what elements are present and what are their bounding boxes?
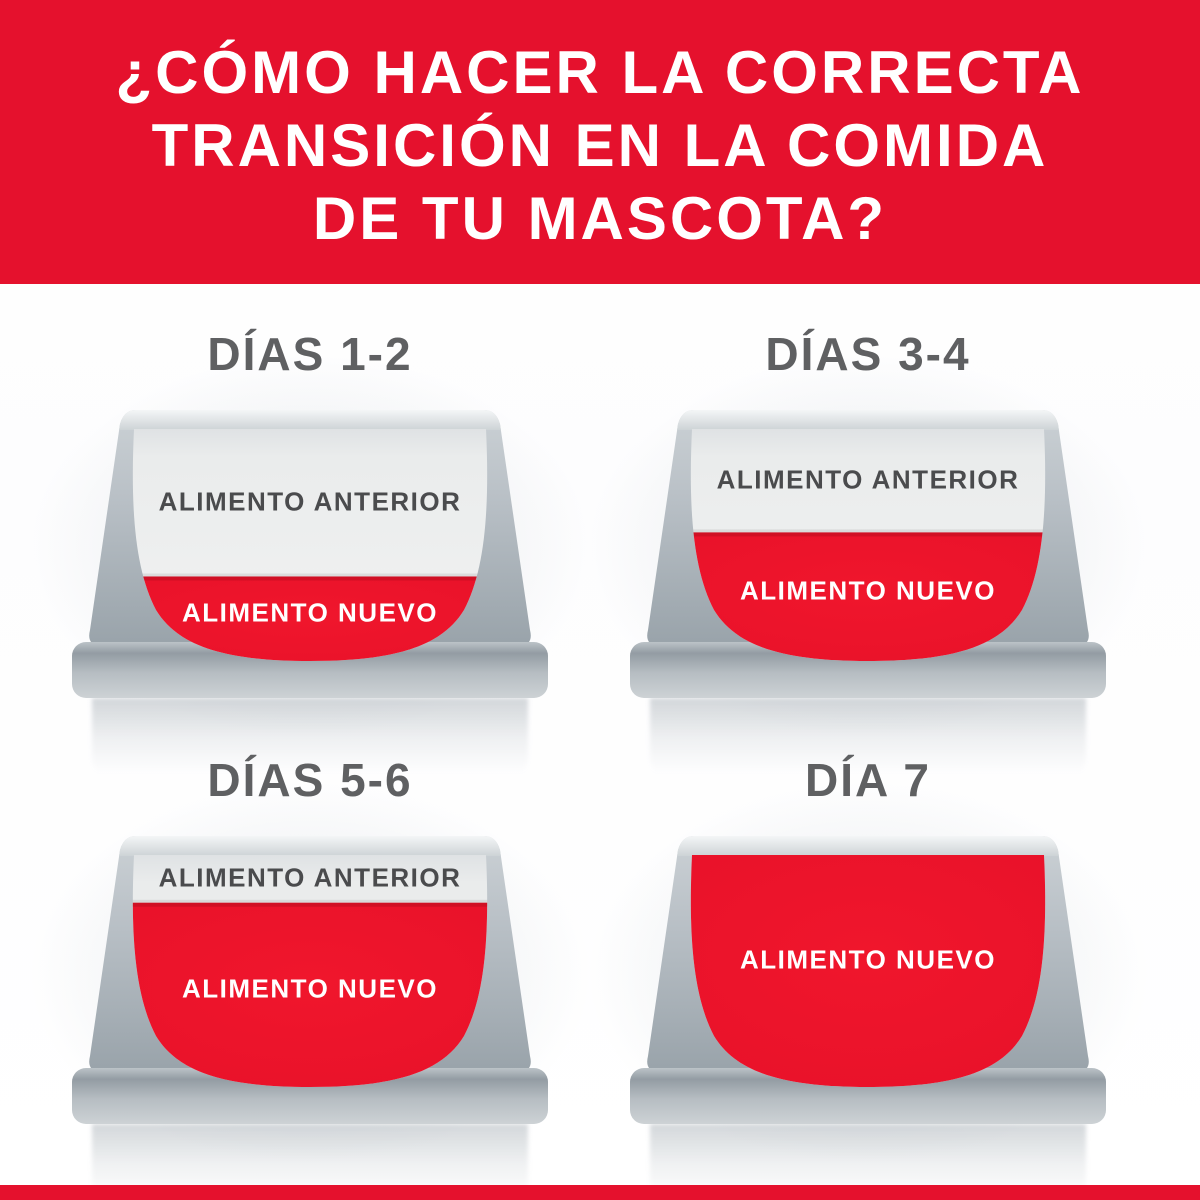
bottom-accent-bar: [0, 1185, 1200, 1200]
header-title-line-3: DE TU MASCOTA?: [312, 185, 888, 252]
bowl-days-1-2: ALIMENTO ANTERIOR ALIMENTO NUEVO: [70, 394, 550, 704]
old-food-label: ALIMENTO ANTERIOR: [158, 862, 462, 893]
new-food-label: ALIMENTO NUEVO: [182, 597, 438, 628]
bowl-reflection-shadow: [92, 698, 528, 786]
day-title: DÍAS 5-6: [207, 754, 413, 806]
new-food-label: ALIMENTO NUEVO: [740, 944, 996, 975]
new-food-label: ALIMENTO NUEVO: [740, 575, 996, 606]
bowl-reflection-shadow: [650, 698, 1086, 786]
old-food-label: ALIMENTO ANTERIOR: [158, 486, 462, 517]
day-cell-dias-5-6: DÍAS 5-6 ALIMENTO ANTERIOR ALIMENTO NUEV…: [30, 752, 590, 1200]
new-food-label: ALIMENTO NUEVO: [182, 973, 438, 1004]
bowl-illustration: [630, 410, 1106, 698]
bowl-days-5-6: ALIMENTO ANTERIOR ALIMENTO NUEVO: [70, 820, 550, 1130]
header-title-line-1: ¿CÓMO HACER LA CORRECTA: [115, 39, 1085, 106]
bowl-days-3-4: ALIMENTO ANTERIOR ALIMENTO NUEVO: [628, 394, 1108, 704]
bowl-illustration: [72, 410, 548, 698]
day-title: DÍAS 3-4: [765, 328, 971, 380]
old-food-label: ALIMENTO ANTERIOR: [716, 464, 1020, 495]
day-title: DÍAS 1-2: [207, 328, 413, 380]
day-title: DÍA 7: [805, 754, 931, 806]
bowl-illustration: [72, 836, 548, 1124]
header-banner: ¿CÓMO HACER LA CORRECTA TRANSICIÓN EN LA…: [0, 0, 1200, 284]
day-cell-dias-3-4: DÍAS 3-4 ALIMENTO ANTERIOR ALIMENTO NUEV…: [588, 326, 1148, 796]
day-cell-dias-1-2: DÍAS 1-2 ALIMENTO ANTERIOR ALIMENTO NUEV…: [30, 326, 590, 796]
header-title-line-2: TRANSICIÓN EN LA COMIDA: [151, 112, 1049, 179]
day-cell-dia-7: DÍA 7 ALIMENTO NUEVO: [588, 752, 1148, 1200]
bowl-illustration: [630, 836, 1106, 1124]
bowl-day-7: ALIMENTO NUEVO: [628, 820, 1108, 1130]
